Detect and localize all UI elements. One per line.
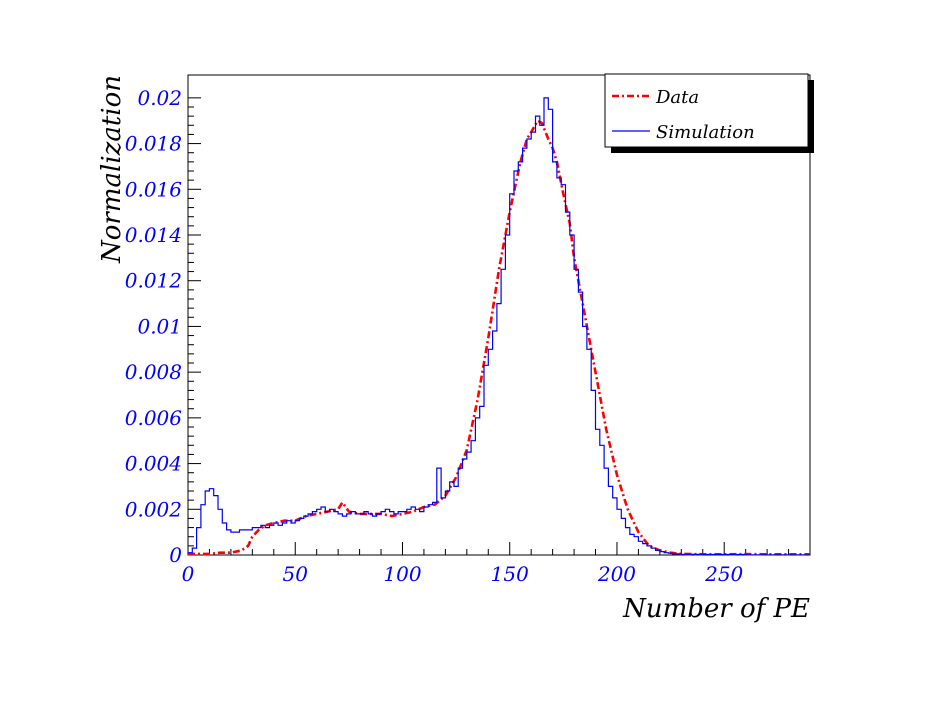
x-tick-label: 250 [704,562,743,586]
y-axis: 0 0.002 0.004 0.006 0.008 0.01 0.012 0.014 0.016… [125,86,201,567]
series-line-simulation [188,97,810,556]
plot-frame [187,74,811,556]
y-tick-label: 0.018 [125,132,182,156]
y-axis-title: Normalization [97,75,127,264]
x-axis-title: Number of PE [622,594,810,624]
y-tick-label: 0.002 [125,497,182,521]
x-tick-label: 200 [597,562,636,586]
y-tick-label: 0.01 [137,314,182,338]
legend-label-simulation: Simulation [656,122,755,143]
legend-box [604,73,809,148]
y-tick-label: 0.02 [137,86,182,110]
series-line-data [188,118,810,556]
x-tick-label: 100 [383,562,421,586]
y-tick-label: 0.016 [125,177,183,201]
legend-label-data: Data [655,87,699,108]
y-tick-label: 0.008 [125,360,182,384]
x-tick-label: 0 [182,562,195,586]
y-tick-label: 0.014 [125,223,182,247]
x-tick-label: 150 [491,562,529,586]
y-tick-label: 0.004 [125,452,182,476]
y-tick-label: 0.006 [125,406,183,430]
plot-area [188,97,810,556]
x-axis: 0 50 100 150 200 250 [182,542,811,586]
x-tick-label: 50 [283,562,309,586]
y-tick-label: 0.012 [125,269,182,293]
legend: Data Simulation [604,73,814,153]
y-tick-label: 0 [169,543,182,567]
